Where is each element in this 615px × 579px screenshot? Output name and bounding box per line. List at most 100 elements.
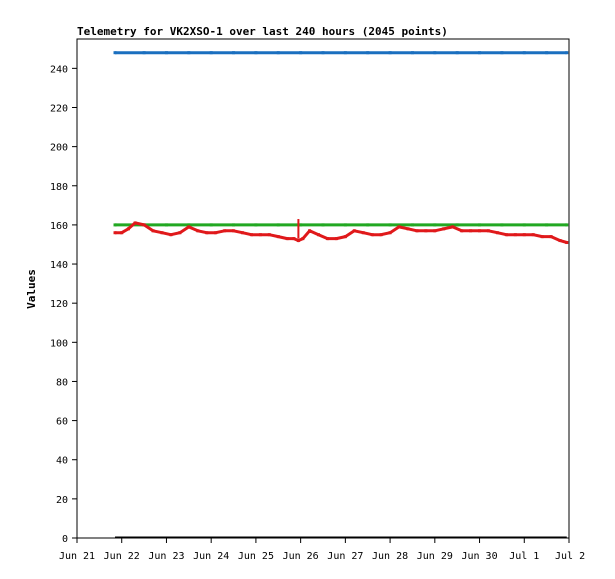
data-point-0: [187, 51, 191, 55]
x-tick-label: Jun 29: [417, 551, 453, 562]
data-point-2: [549, 235, 553, 239]
data-point-2: [160, 231, 164, 235]
data-point-1: [388, 223, 392, 227]
data-point-2: [232, 229, 236, 233]
data-point-2: [113, 231, 117, 235]
data-point-0: [276, 51, 280, 55]
data-point-1: [478, 223, 482, 227]
data-point-0: [164, 51, 168, 55]
data-point-2: [424, 229, 428, 233]
data-point-2: [361, 231, 365, 235]
data-point-0: [343, 51, 347, 55]
data-point-1: [522, 223, 526, 227]
data-point-2: [469, 229, 473, 233]
data-point-1: [565, 223, 569, 227]
data-point-2: [296, 239, 300, 243]
data-point-2: [301, 237, 305, 241]
y-tick-label: 200: [50, 143, 68, 154]
y-tick-label: 240: [50, 64, 68, 75]
x-axis: Jun 21 Jun 22 Jun 23 Jun 24 Jun 25 Jun 26 Jun …: [59, 536, 585, 562]
x-tick-label: Jun 27: [327, 551, 363, 562]
data-point-0: [455, 51, 459, 55]
data-point-2: [120, 231, 124, 235]
data-point-2: [308, 229, 312, 233]
data-point-0: [209, 51, 213, 55]
data-point-1: [433, 223, 437, 227]
y-tick-label: 140: [50, 260, 68, 271]
data-point-2: [352, 229, 356, 233]
data-point-0: [366, 51, 370, 55]
data-point-0: [565, 51, 569, 55]
data-point-2: [531, 233, 535, 237]
data-point-2: [334, 237, 338, 241]
data-point-2: [513, 233, 517, 237]
data-point-0: [433, 51, 437, 55]
data-point-2: [451, 225, 455, 229]
x-tick-label: Jun 28: [372, 551, 408, 562]
data-point-1: [321, 223, 325, 227]
data-point-2: [187, 225, 191, 229]
y-tick-label: 220: [50, 103, 68, 114]
data-point-0: [232, 51, 236, 55]
data-point-1: [164, 223, 168, 227]
y-tick-label: 160: [50, 221, 68, 232]
data-point-2: [178, 231, 182, 235]
data-point-1: [254, 223, 258, 227]
data-point-2: [433, 229, 437, 233]
data-point-2: [142, 223, 146, 227]
data-point-2: [285, 237, 289, 241]
data-point-1: [209, 223, 213, 227]
data-point-1: [299, 223, 303, 227]
x-tick-label: Jun 26: [283, 551, 319, 562]
chart-title: Telemetry for VK2XSO-1 over last 240 hou…: [77, 25, 448, 38]
x-tick-label: Jun 22: [104, 551, 140, 562]
data-point-0: [299, 51, 303, 55]
data-point-2: [397, 225, 401, 229]
plot-frame: [76, 38, 570, 539]
data-point-1: [276, 223, 280, 227]
data-point-2: [205, 231, 209, 235]
data-point-2: [406, 227, 410, 231]
series-group: [113, 51, 569, 245]
data-point-2: [442, 227, 446, 231]
data-point-2: [495, 231, 499, 235]
data-point-2: [317, 233, 321, 237]
data-point-0: [500, 51, 504, 55]
data-point-1: [410, 223, 414, 227]
data-point-2: [249, 233, 253, 237]
data-point-0: [113, 51, 117, 55]
data-point-1: [343, 223, 347, 227]
data-point-0: [254, 51, 258, 55]
data-point-1: [500, 223, 504, 227]
y-tick-label: 20: [56, 495, 68, 506]
y-tick-label: 100: [50, 338, 68, 349]
data-point-2: [379, 233, 383, 237]
data-point-2: [522, 233, 526, 237]
data-point-1: [232, 223, 236, 227]
data-point-1: [545, 223, 549, 227]
data-point-2: [343, 235, 347, 239]
data-point-1: [366, 223, 370, 227]
data-point-0: [321, 51, 325, 55]
y-tick-label: 0: [62, 534, 68, 545]
data-point-2: [223, 229, 227, 233]
y-axis-label: Values: [25, 269, 38, 309]
data-point-2: [258, 233, 262, 237]
data-point-0: [142, 51, 146, 55]
data-point-0: [545, 51, 549, 55]
data-point-2: [325, 237, 329, 241]
data-point-2: [540, 235, 544, 239]
data-point-2: [214, 231, 218, 235]
data-point-2: [460, 229, 464, 233]
data-point-2: [504, 233, 508, 237]
data-point-2: [478, 229, 482, 233]
data-point-2: [558, 239, 562, 243]
data-point-2: [486, 229, 490, 233]
data-point-2: [126, 227, 130, 231]
data-point-2: [370, 233, 374, 237]
y-tick-label: 80: [56, 377, 68, 388]
data-point-2: [133, 221, 137, 225]
data-point-1: [455, 223, 459, 227]
y-axis: 0 20 40 60 80 100 120 140 160 180 200 220 240: [50, 64, 77, 545]
data-point-1: [113, 223, 117, 227]
